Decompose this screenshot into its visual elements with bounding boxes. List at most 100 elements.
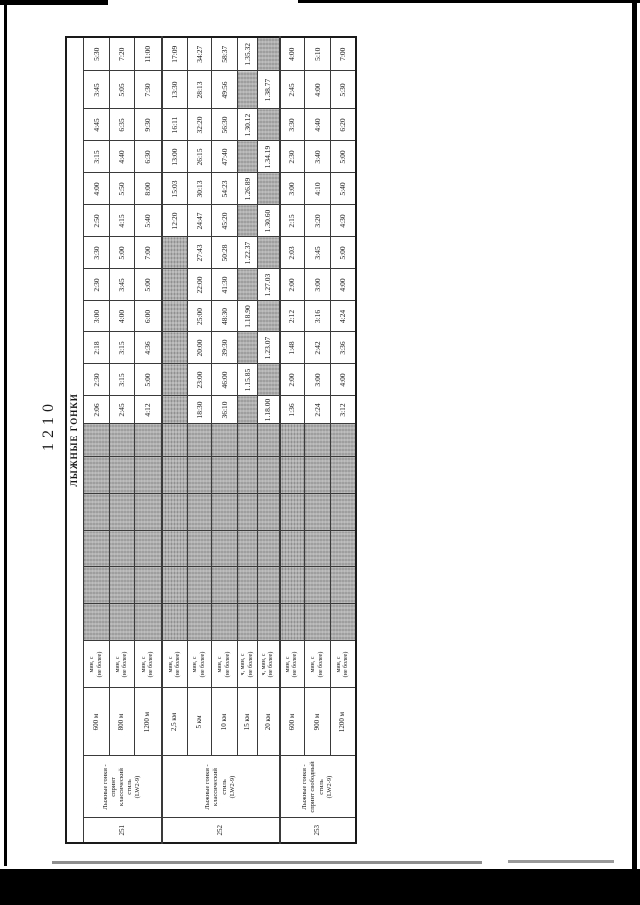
distance-cell: 1200 м [134, 688, 162, 756]
shaded-cell [109, 424, 135, 457]
time-cell: 3:16 [304, 301, 331, 332]
shaded-cell [109, 531, 135, 567]
time-cell: 50:28 [211, 237, 238, 269]
time-cell: 16:11 [161, 109, 188, 141]
time-cell: 2:00 [279, 269, 305, 301]
shaded-cell [330, 457, 356, 494]
units-cell: мин, с (не более) [279, 641, 305, 688]
time-cell: 24:47 [187, 205, 212, 237]
time-cell: 5:00 [134, 364, 162, 396]
shaded-cell [257, 494, 280, 531]
time-cell: 5:00 [134, 269, 162, 301]
time-cell: 45:20 [211, 205, 238, 237]
shaded-cell [161, 237, 188, 269]
time-cell: 3:00 [279, 173, 305, 205]
shaded-cell [187, 457, 212, 494]
discipline-line: стиль [126, 779, 134, 795]
units-line: (не более) [247, 651, 254, 678]
shaded-cell [257, 109, 280, 141]
time-cell: 30:13 [187, 173, 212, 205]
time-cell: 34:27 [187, 37, 212, 71]
shaded-cell [211, 567, 238, 604]
table-row-253-600м: 253 Лыжные гонки - спринт свободный стиль (L… [279, 37, 356, 843]
shaded-cell [187, 567, 212, 604]
table-row-252-20км: 20 км ч, мин, с (не более) 1.18.00 1.23.07 1.… [257, 37, 280, 843]
shaded-cell [257, 237, 280, 269]
time-cell: 6:00 [134, 301, 162, 332]
time-cell: 2:42 [304, 332, 331, 364]
row-number: 252 [161, 818, 280, 843]
time-cell: 1.27.03 [257, 269, 280, 301]
time-cell: 3:12 [330, 396, 356, 424]
time-cell: 7:20 [109, 37, 135, 71]
shaded-cell [83, 424, 110, 457]
units-cell: мин, с (не более) [330, 641, 356, 688]
shaded-cell [109, 457, 135, 494]
time-cell: 4:36 [134, 332, 162, 364]
shaded-cell [304, 424, 331, 457]
shaded-cell [304, 531, 331, 567]
scan-artifact-smudge [508, 860, 614, 863]
time-cell: 5:00 [330, 237, 356, 269]
table-row-253-1200м: 1200 м мин, с (не более) 3:12 4:00 3:36 4:24 4:… [330, 37, 356, 843]
time-cell: 4:10 [304, 173, 331, 205]
shaded-cell [187, 494, 212, 531]
shaded-cell [161, 396, 188, 424]
time-cell: 1.18.90 [237, 301, 258, 332]
time-cell: 4:40 [304, 109, 331, 141]
time-cell: 5:10 [304, 37, 331, 71]
shaded-cell [134, 457, 162, 494]
shaded-cell [304, 567, 331, 604]
time-cell: 4:00 [109, 301, 135, 332]
shaded-cell [109, 604, 135, 641]
shaded-cell [134, 604, 162, 641]
discipline-line: Лыжные гонки - [301, 764, 309, 810]
time-cell: 12:20 [161, 205, 188, 237]
units-line: (не более) [224, 651, 231, 678]
time-cell: 17:09 [161, 37, 188, 71]
units-line: мин, с [114, 656, 121, 673]
distance-cell: 800 м [109, 688, 135, 756]
shaded-cell [330, 424, 356, 457]
units-cell: ч, мин, с (не более) [257, 641, 280, 688]
shaded-cell [279, 494, 305, 531]
shaded-cell [304, 494, 331, 531]
table-row-251-1200м: 1200 м мин, с (не более) 4:12 5:00 4:36 6:00 5:… [134, 37, 162, 843]
shaded-cell [257, 457, 280, 494]
shaded-cell [304, 457, 331, 494]
time-cell: 1:36 [279, 396, 305, 424]
time-cell: 4:45 [83, 109, 110, 141]
scan-artifact-top-right [298, 0, 640, 3]
discipline-cell: Лыжные гонки - спринт свободный стиль (LW2-… [279, 756, 356, 818]
scan-artifact-smudge [52, 861, 482, 864]
shaded-cell [237, 71, 258, 109]
time-cell: 2:45 [109, 396, 135, 424]
time-cell: 47:40 [211, 141, 238, 173]
time-cell: 4:00 [330, 269, 356, 301]
shaded-cell [279, 457, 305, 494]
units-line: (не более) [199, 651, 206, 678]
time-cell: 28:13 [187, 71, 212, 109]
time-cell: 3:00 [304, 269, 331, 301]
rotated-table-slot: ЛЫЖНЫЕ ГОНКИ 251 Лыжные гонки - спринт клас… [65, 36, 357, 844]
time-cell: 4:00 [304, 71, 331, 109]
shaded-cell [237, 269, 258, 301]
time-cell: 7:00 [134, 237, 162, 269]
units-cell: мин, с (не более) [83, 641, 110, 688]
time-cell: 1.18.00 [257, 396, 280, 424]
time-cell: 58:37 [211, 37, 238, 71]
time-cell: 7:30 [134, 71, 162, 109]
units-line: мин, с [192, 656, 199, 673]
shaded-cell [330, 567, 356, 604]
time-cell: 6:30 [134, 141, 162, 173]
time-cell: 2:30 [279, 141, 305, 173]
shaded-cell [83, 531, 110, 567]
time-cell: 22:00 [187, 269, 212, 301]
shaded-cell [83, 604, 110, 641]
time-cell: 4:15 [109, 205, 135, 237]
units-line: (не более) [317, 651, 324, 678]
time-cell: 9:30 [134, 109, 162, 141]
time-cell: 1.30.60 [257, 205, 280, 237]
discipline-line: (LW2-9) [228, 775, 236, 799]
shaded-cell [279, 531, 305, 567]
